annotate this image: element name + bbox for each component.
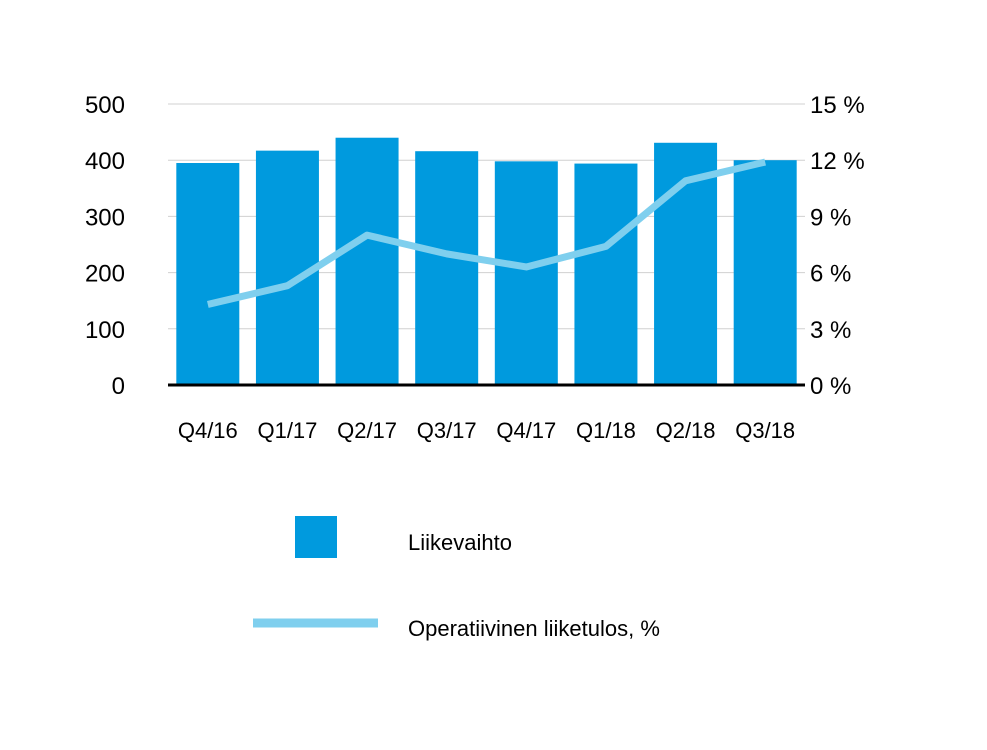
- x-tick-label: Q1/17: [257, 418, 317, 443]
- y-left-tick-label: 200: [85, 261, 125, 288]
- legend-label-line: Operatiivinen liiketulos, %: [408, 616, 660, 641]
- bar: [733, 160, 797, 385]
- bar: [415, 151, 479, 385]
- y-right-tick-label: 9 %: [810, 204, 851, 231]
- y-left-tick-label: 100: [85, 317, 125, 344]
- y-right-tick-label: 12 %: [810, 148, 865, 175]
- y-axis-right: 0 % 3 % 6 % 9 % 12 % 15 %: [810, 92, 865, 400]
- legend-swatch-bar: [295, 516, 337, 558]
- bar: [494, 161, 558, 385]
- bar-series: [176, 137, 797, 385]
- y-left-tick-label: 500: [85, 92, 125, 119]
- legend-label-bar: Liikevaihto: [408, 530, 512, 555]
- bar: [255, 150, 319, 385]
- x-tick-label: Q2/17: [337, 418, 397, 443]
- x-tick-label: Q4/17: [496, 418, 556, 443]
- y-left-tick-label: 400: [85, 148, 125, 175]
- legend: Liikevaihto Operatiivinen liiketulos, %: [253, 516, 660, 641]
- x-tick-label: Q3/18: [735, 418, 795, 443]
- x-tick-label: Q4/16: [178, 418, 238, 443]
- y-right-tick-label: 15 %: [810, 92, 865, 119]
- bar: [176, 163, 240, 385]
- x-tick-label: Q2/18: [656, 418, 716, 443]
- y-left-tick-label: 300: [85, 204, 125, 231]
- x-axis: Q4/16 Q1/17 Q2/17 Q3/17 Q4/17 Q1/18 Q2/18 Q3/18: [178, 418, 795, 443]
- y-right-tick-label: 6 %: [810, 261, 851, 288]
- y-axis-left: 0 100 200 300 400 500: [85, 92, 125, 400]
- bar: [335, 137, 399, 385]
- y-left-tick-label: 0: [112, 373, 125, 400]
- y-right-tick-label: 3 %: [810, 317, 851, 344]
- x-tick-label: Q1/18: [576, 418, 636, 443]
- y-right-tick-label: 0 %: [810, 373, 851, 400]
- line-series: [207, 158, 766, 308]
- x-tick-label: Q3/17: [417, 418, 477, 443]
- bar: [574, 163, 638, 385]
